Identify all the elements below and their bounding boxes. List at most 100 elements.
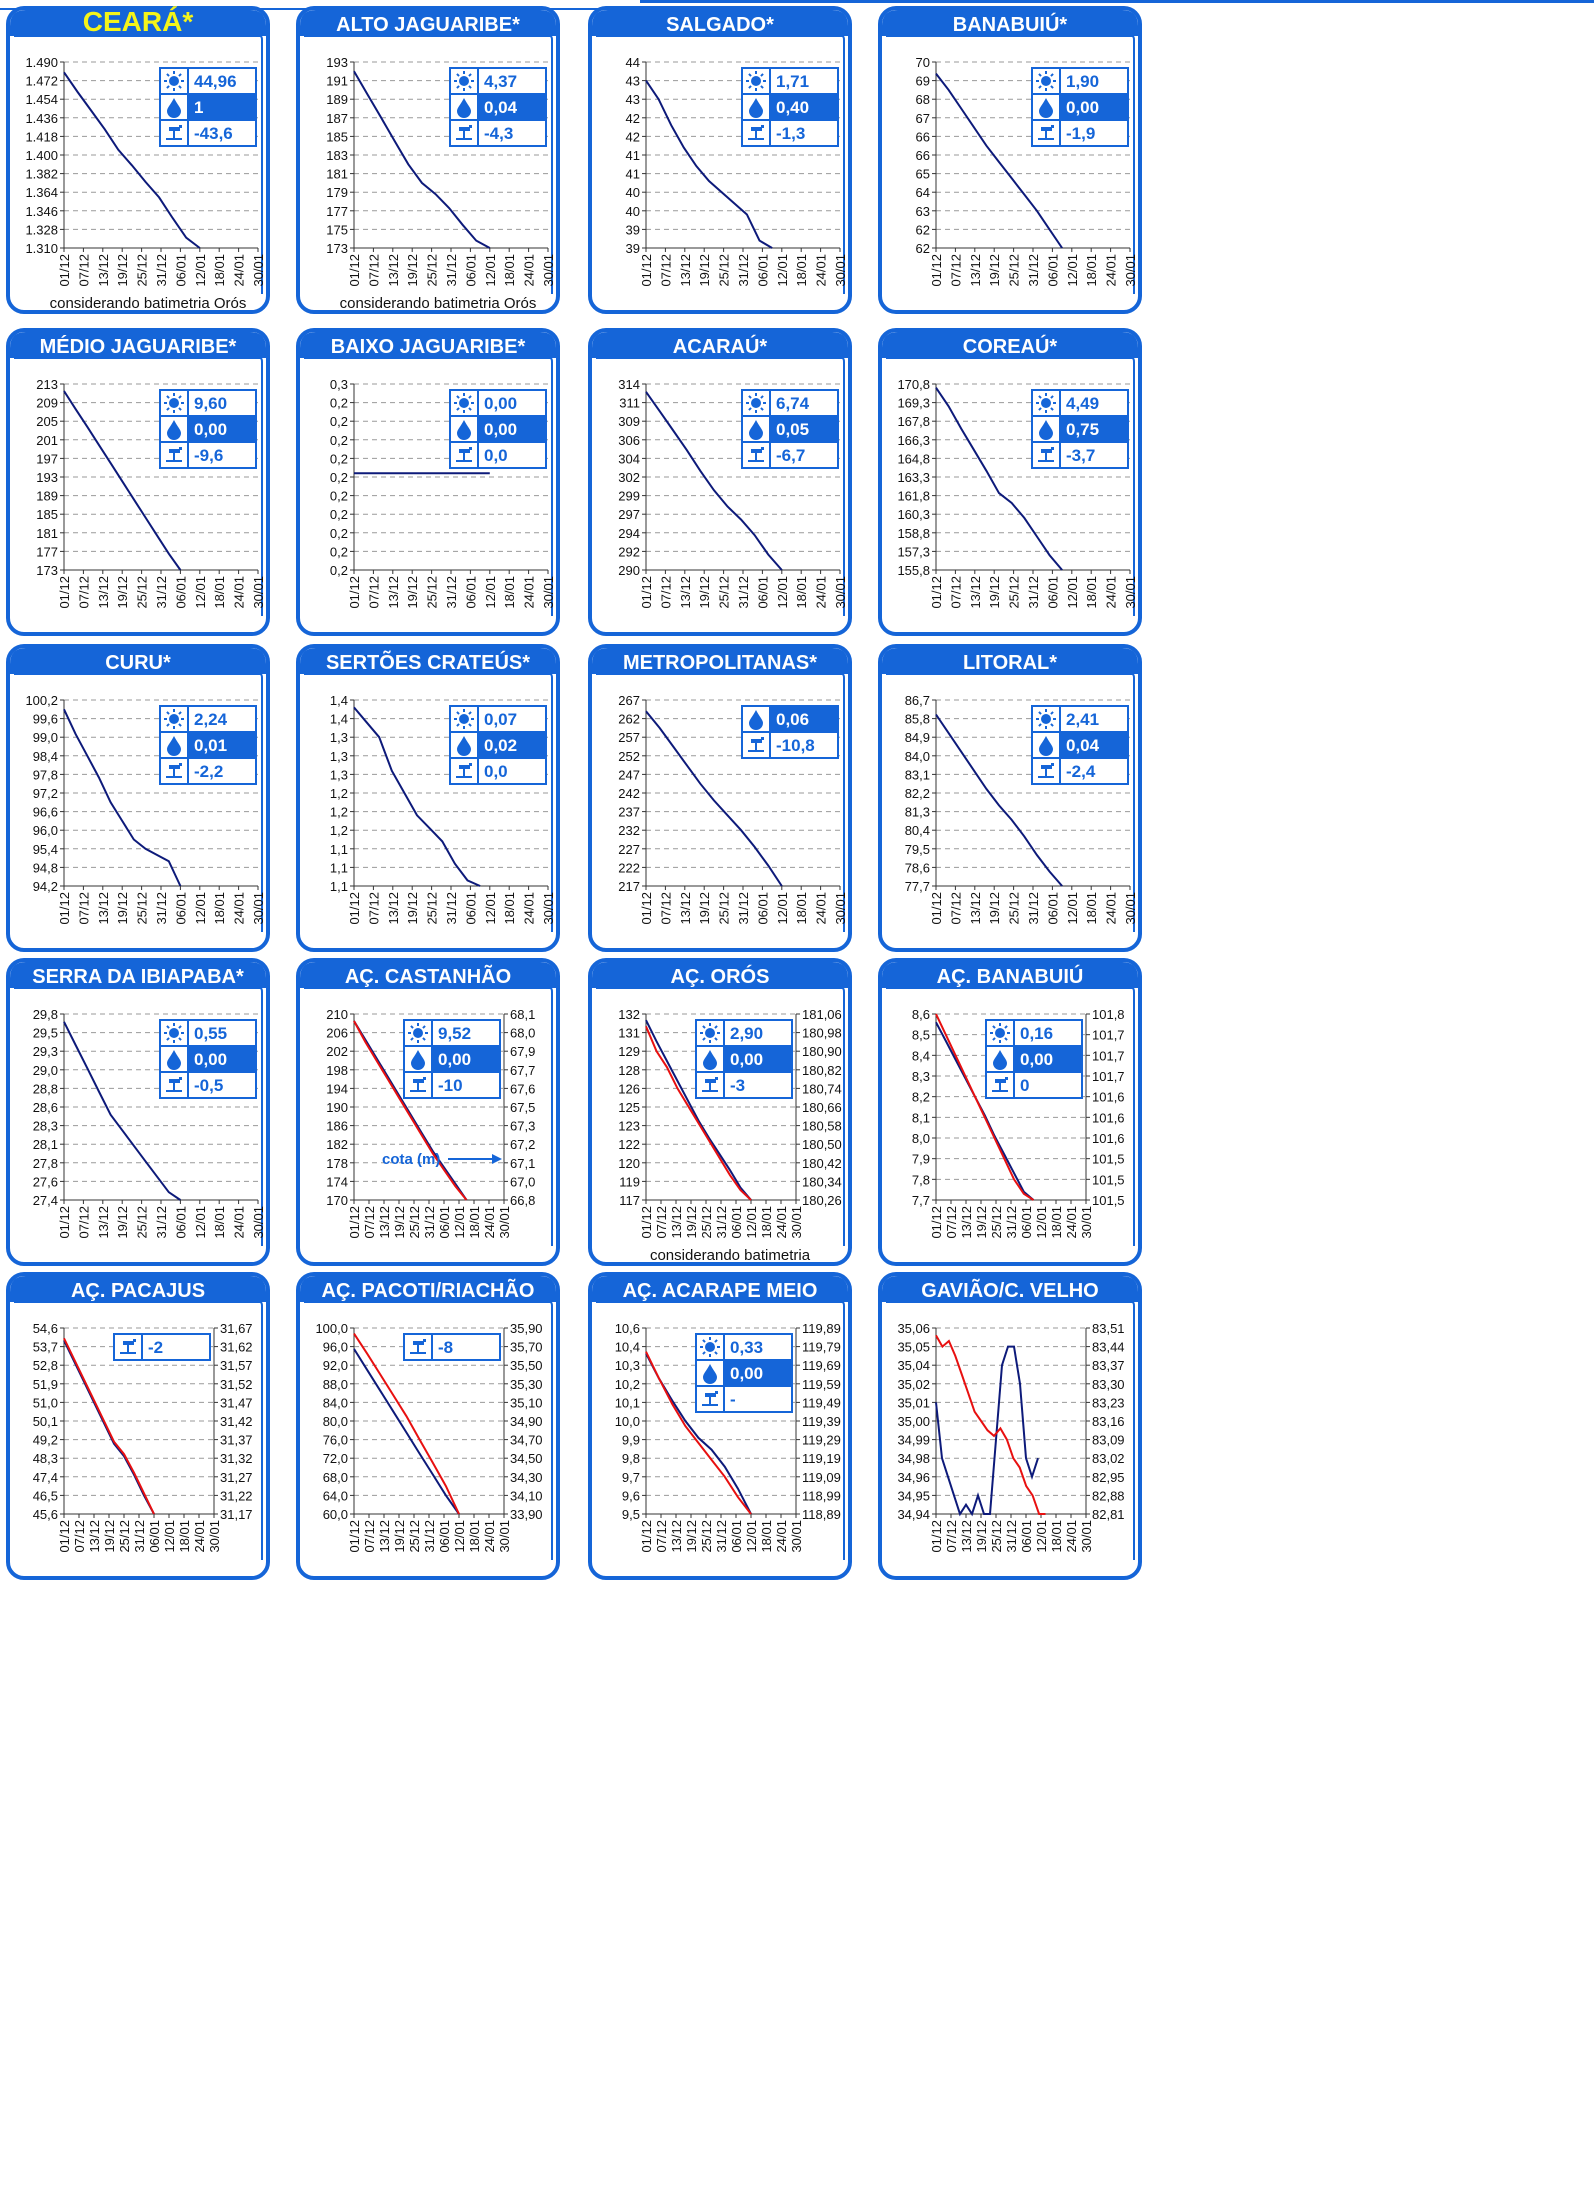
chart-panel: METROPOLITANAS* 267 262 257 252 247 242 237 232 2… <box>588 644 852 952</box>
y-tick-label: 62 <box>916 241 930 256</box>
y2-tick-label: 67,6 <box>510 1081 535 1096</box>
y-tick-label: 0,2 <box>330 414 348 429</box>
x-tick-label: 19/12 <box>697 576 712 609</box>
x-tick-label: 01/12 <box>639 1206 654 1239</box>
y2-tick-label: 35,30 <box>510 1377 543 1392</box>
y-tick-label: 40 <box>626 185 640 200</box>
x-tick-label: 13/12 <box>96 254 111 287</box>
x-tick-label: 13/12 <box>96 1206 111 1239</box>
tap-icon <box>748 125 764 140</box>
chart-title: AÇ. PACAJUS <box>71 1280 205 1302</box>
y-tick-label: 304 <box>618 451 640 466</box>
tap-icon <box>456 447 472 462</box>
x-tick-label: 07/12 <box>948 254 963 287</box>
x-tick-label: 24/01 <box>522 254 537 287</box>
y-tick-label: 181 <box>36 526 58 541</box>
x-tick-label: 13/12 <box>959 1520 974 1553</box>
legend-value: -2,4 <box>1066 762 1096 781</box>
y-tick-label: 28,6 <box>33 1100 58 1115</box>
chart-panel: COREAÚ* 170,8 169,3 167,8 166,3 164,8 163,3 161… <box>878 328 1142 636</box>
x-tick-label: 01/12 <box>639 1520 654 1553</box>
x-tick-label: 24/01 <box>522 576 537 609</box>
y2-tick-label: 67,0 <box>510 1174 535 1189</box>
x-tick-label: 30/01 <box>789 1206 804 1239</box>
y-tick-label: 122 <box>618 1137 640 1152</box>
x-tick-label: 25/12 <box>135 576 150 609</box>
y-tick-label: 222 <box>618 860 640 875</box>
x-tick-label: 07/12 <box>944 1206 959 1239</box>
y-tick-label: 193 <box>36 470 58 485</box>
x-tick-label: 19/12 <box>405 892 420 925</box>
x-tick-label: 12/01 <box>193 254 208 287</box>
chart-title: AÇ. PACOTI/RIACHÃO <box>322 1279 535 1302</box>
y2-tick-label: 34,90 <box>510 1414 543 1429</box>
legend-value: 2,24 <box>194 710 228 729</box>
y2-tick-label: 180,82 <box>802 1063 842 1078</box>
y2-tick-label: 119,89 <box>802 1321 841 1336</box>
tap-icon <box>166 447 182 462</box>
x-tick-label: 19/12 <box>392 1520 407 1553</box>
legend-value: - <box>730 1390 736 1409</box>
y-tick-label: 0,2 <box>330 544 348 559</box>
legend-box: 2,24 0,01 -2,2 <box>159 705 257 785</box>
y-tick-label: 96,0 <box>33 823 58 838</box>
legend-value: -10,8 <box>776 736 815 755</box>
x-tick-label: 06/01 <box>755 892 770 925</box>
x-tick-label: 06/01 <box>173 576 188 609</box>
y-tick-label: 1.328 <box>25 222 58 237</box>
y-tick-label: 41 <box>626 148 640 163</box>
title-bar <box>300 962 556 988</box>
x-tick-label: 19/12 <box>974 1206 989 1239</box>
y-tick-label: 40 <box>626 204 640 219</box>
y-tick-label: 155,8 <box>897 563 930 578</box>
y2-tick-label: 119,09 <box>802 1470 841 1485</box>
drop-icon <box>411 1050 425 1070</box>
y-tick-label: 183 <box>326 148 348 163</box>
y-tick-label: 72,0 <box>323 1451 348 1466</box>
x-tick-label: 25/12 <box>717 892 732 925</box>
x-tick-label: 25/12 <box>407 1206 422 1239</box>
x-tick-label: 19/12 <box>115 576 130 609</box>
y2-tick-label: 31,62 <box>220 1340 253 1355</box>
legend-value: 0,05 <box>776 420 809 439</box>
title-bar <box>882 962 1138 988</box>
tap-icon <box>410 1077 426 1092</box>
y-tick-label: 8,1 <box>912 1110 930 1125</box>
series-line-red <box>63 1337 155 1515</box>
y-tick-label: 10,4 <box>615 1340 640 1355</box>
legend-box: -8 <box>403 1333 501 1361</box>
tap-icon <box>1038 125 1054 140</box>
chart-title: BANABUIÚ* <box>953 12 1068 36</box>
y2-tick-label: 180,50 <box>802 1137 842 1152</box>
chart-panel: AÇ. PACOTI/RIACHÃO 100,0 96,0 92,0 88,0 84,0 8… <box>296 1272 560 1580</box>
legend-value: -1,3 <box>776 124 805 143</box>
title-bar <box>882 332 1138 358</box>
y-tick-label: 9,5 <box>622 1507 640 1522</box>
x-tick-label: 30/01 <box>833 576 848 609</box>
legend-value: 2,90 <box>730 1024 763 1043</box>
legend-box: 1,71 0,40 -1,3 <box>741 67 839 147</box>
y-tick-label: 51,9 <box>33 1377 58 1392</box>
y-tick-label: 1,3 <box>330 767 348 782</box>
y2-tick-label: 82,95 <box>1092 1470 1125 1485</box>
chart-panel: ACARAÚ* 314 311 309 306 304 302 299 297 294 292 290… <box>588 328 852 636</box>
legend-box: 4,49 0,75 -3,7 <box>1031 389 1129 469</box>
legend-value: 0,00 <box>1066 98 1099 117</box>
title-bar <box>300 332 556 358</box>
y-tick-label: 0,2 <box>330 470 348 485</box>
x-tick-label: 30/01 <box>541 892 556 925</box>
x-tick-label: 07/12 <box>944 1520 959 1553</box>
x-tick-label: 12/01 <box>452 1520 467 1553</box>
x-tick-label: 06/01 <box>1045 576 1060 609</box>
y2-tick-label: 101,8 <box>1092 1007 1125 1022</box>
y-tick-label: 9,6 <box>622 1488 640 1503</box>
x-tick-label: 12/01 <box>162 1520 177 1553</box>
y-tick-label: 190 <box>326 1100 348 1115</box>
x-tick-label: 13/12 <box>377 1206 392 1239</box>
y-tick-label: 28,3 <box>33 1119 58 1134</box>
x-tick-label: 24/01 <box>1064 1206 1079 1239</box>
sun-icon <box>700 1023 720 1043</box>
x-tick-label: 30/01 <box>541 254 556 287</box>
y-tick-label: 9,9 <box>622 1433 640 1448</box>
y2-tick-label: 101,5 <box>1092 1152 1125 1167</box>
